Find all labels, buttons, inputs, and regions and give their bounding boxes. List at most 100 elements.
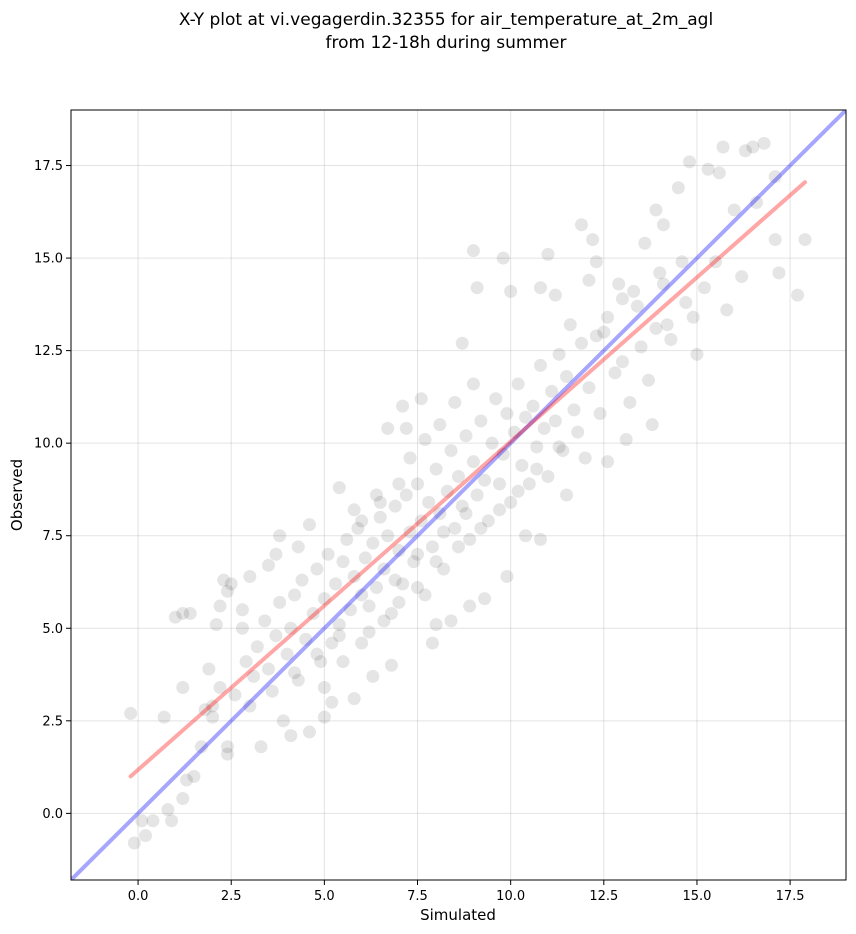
data-point-108 <box>247 669 261 683</box>
data-point-161 <box>459 429 473 443</box>
data-point-114 <box>280 647 294 661</box>
data-point-20 <box>213 599 227 613</box>
data-point-6 <box>161 803 175 817</box>
data-point-101 <box>791 288 805 302</box>
data-point-120 <box>306 606 320 620</box>
data-point-123 <box>317 592 331 606</box>
data-point-3 <box>139 829 153 843</box>
data-point-30 <box>261 558 275 572</box>
data-point-96 <box>750 196 764 210</box>
data-point-178 <box>522 477 536 491</box>
data-point-219 <box>377 614 391 628</box>
data-point-97 <box>757 136 771 150</box>
data-point-217 <box>336 655 350 669</box>
data-point-113 <box>273 595 287 609</box>
data-point-66 <box>560 488 574 502</box>
data-point-28 <box>243 569 257 583</box>
x-tick-label-7: 17.5 <box>776 889 805 904</box>
data-point-15 <box>194 740 208 754</box>
data-point-163 <box>466 455 480 469</box>
data-point-61 <box>519 529 533 543</box>
data-point-215 <box>466 377 480 391</box>
data-point-211 <box>403 451 417 465</box>
data-point-212 <box>418 432 432 446</box>
data-point-191 <box>578 451 592 465</box>
y-tick-label-2: 5.0 <box>42 622 63 637</box>
data-point-44 <box>370 488 384 502</box>
data-point-151 <box>422 495 436 509</box>
data-point-130 <box>343 603 357 617</box>
data-point-172 <box>500 407 514 421</box>
data-point-70 <box>586 233 600 247</box>
data-point-36 <box>302 518 316 532</box>
data-point-228 <box>552 440 566 454</box>
data-point-74 <box>612 277 626 291</box>
data-point-105 <box>213 681 227 694</box>
data-point-107 <box>239 655 253 669</box>
data-point-59 <box>500 569 514 583</box>
data-point-221 <box>411 581 425 595</box>
data-point-48 <box>399 421 413 435</box>
data-point-213 <box>433 418 447 432</box>
data-point-233 <box>310 647 324 661</box>
data-point-237 <box>411 547 425 561</box>
data-point-111 <box>261 662 275 676</box>
data-point-171 <box>496 447 510 461</box>
data-point-2 <box>135 814 149 828</box>
data-point-143 <box>392 544 406 558</box>
data-point-141 <box>384 606 398 620</box>
data-point-159 <box>452 469 465 483</box>
data-point-238 <box>437 525 451 539</box>
data-point-122 <box>314 655 328 669</box>
data-point-86 <box>683 155 697 169</box>
data-point-50 <box>425 636 439 650</box>
data-point-98 <box>768 233 782 247</box>
data-point-54 <box>463 599 477 613</box>
data-point-126 <box>329 577 343 591</box>
data-point-60 <box>504 284 518 298</box>
data-point-239 <box>459 507 473 521</box>
data-point-81 <box>653 266 667 280</box>
data-point-21 <box>217 573 231 587</box>
data-point-232 <box>288 666 302 680</box>
data-point-13 <box>176 792 190 806</box>
data-point-206 <box>686 310 700 324</box>
data-point-26 <box>235 603 249 617</box>
data-point-214 <box>448 395 462 409</box>
data-point-131 <box>347 569 361 583</box>
data-point-173 <box>504 495 518 509</box>
data-point-31 <box>269 547 283 561</box>
data-point-169 <box>489 392 503 406</box>
data-point-188 <box>560 370 574 384</box>
data-point-104 <box>206 699 220 713</box>
data-point-192 <box>582 381 596 395</box>
data-point-146 <box>403 525 417 539</box>
x-axis-label: Simulated <box>420 906 496 924</box>
data-point-106 <box>228 688 242 702</box>
data-point-182 <box>537 421 551 435</box>
data-point-7 <box>165 814 179 828</box>
data-point-118 <box>295 573 309 587</box>
data-point-22 <box>220 584 234 598</box>
data-point-198 <box>623 395 637 409</box>
data-point-87 <box>690 347 704 361</box>
data-point-10 <box>183 606 197 620</box>
x-tick-label-1: 2.5 <box>221 889 242 904</box>
data-point-41 <box>347 503 361 517</box>
data-point-109 <box>250 640 264 654</box>
data-point-89 <box>709 255 723 269</box>
data-point-83 <box>660 318 674 332</box>
data-point-79 <box>645 418 659 432</box>
data-point-155 <box>437 562 451 576</box>
data-point-125 <box>325 636 339 650</box>
data-point-127 <box>332 618 346 632</box>
data-point-17 <box>206 710 220 724</box>
data-point-55 <box>466 244 480 258</box>
data-point-185 <box>548 414 562 428</box>
data-point-142 <box>388 499 402 513</box>
data-point-203 <box>656 277 670 291</box>
data-point-135 <box>362 625 376 639</box>
data-point-174 <box>507 425 521 439</box>
data-point-14 <box>187 769 201 783</box>
data-point-9 <box>176 606 190 620</box>
